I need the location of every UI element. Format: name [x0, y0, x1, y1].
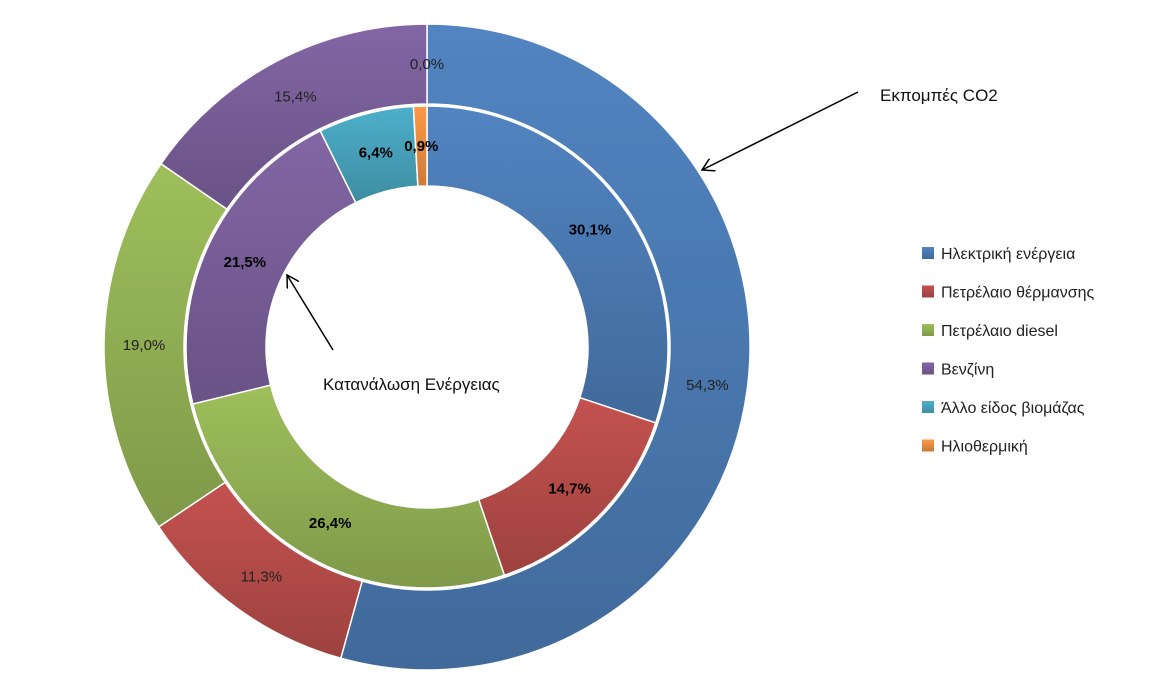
legend-swatch-2 — [922, 324, 934, 336]
inner-slice-label-2: 26,4% — [309, 515, 352, 532]
inner-slice-label-1: 14,7% — [548, 481, 591, 498]
legend-label-3: Βενζίνη — [941, 362, 994, 379]
legend-swatch-1 — [922, 285, 934, 298]
outer-slice-label-2: 19,0% — [123, 337, 166, 354]
inner-slice-label-5: 0,9% — [404, 138, 438, 155]
inner-slice-label-0: 30,1% — [569, 221, 612, 238]
outer-slice-label-3: 15,4% — [274, 88, 317, 105]
inner-ring-annotation: Κατανάλωση Ενέργειας — [323, 375, 500, 394]
slice-labels: 30,1% 14,7% 26,4% 21,5% 6,4% 0,9% 54,3% 11,3% 19… — [123, 56, 729, 585]
outer-slice-label-0: 54,3% — [686, 377, 729, 394]
legend-label-5: Ηλιοθερμική — [941, 439, 1028, 456]
outer-slice-0 — [339, 23, 751, 671]
outer-ring-annotation: Εκπομπές CO2 — [880, 86, 998, 105]
inner-slice-3 — [185, 129, 357, 405]
inner-slice-label-4: 6,4% — [359, 145, 393, 162]
inner-slice-0 — [426, 105, 669, 424]
legend-label-1: Πετρέλαιο θέρμανσης — [941, 285, 1095, 302]
legend-label-4: Άλλο είδος βιομάζας — [941, 400, 1085, 417]
inner-slice-label-3: 21,5% — [224, 254, 267, 271]
legend-swatch-5 — [922, 439, 934, 452]
inner-ring-consumption — [185, 105, 669, 589]
legend-swatch-3 — [922, 362, 934, 375]
outer-slice-label-1: 11,3% — [241, 568, 282, 585]
inner-slice-2 — [191, 384, 506, 589]
outer-slice-3 — [159, 23, 428, 211]
outer-slice-label-5: 0,0% — [410, 56, 444, 73]
legend-label-2: Πετρέλαιο diesel — [941, 323, 1058, 340]
outer-ring-emissions — [103, 23, 751, 671]
legend: Ηλεκτρική ενέργεια Πετρέλαιο θέρμανσης Πετ… — [922, 246, 1095, 456]
inner-ring-arrow — [287, 275, 334, 351]
legend-swatch-0 — [922, 247, 934, 259]
legend-label-0: Ηλεκτρική ενέργεια — [941, 246, 1075, 263]
legend-swatch-4 — [922, 401, 934, 413]
inner-slice-5 — [412, 105, 428, 188]
outer-ring-arrow — [702, 91, 859, 170]
